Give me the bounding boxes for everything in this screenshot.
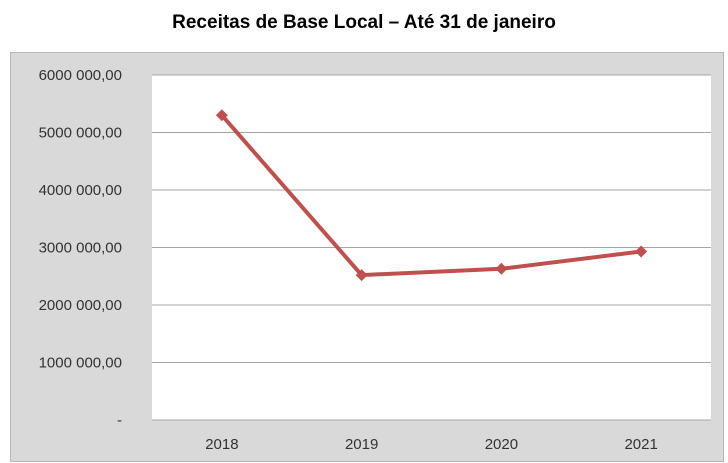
y-tick-label: 1000 000,00 (39, 355, 122, 372)
series-line (219, 113, 644, 278)
x-tick-label: 2019 (345, 436, 378, 453)
x-tick-label: 2018 (205, 436, 238, 453)
x-tick-label: 2021 (624, 436, 657, 453)
y-tick-label: 2000 000,00 (39, 297, 122, 314)
chart-title: Receitas de Base Local – Até 31 de janei… (172, 12, 556, 33)
x-tick-label: 2020 (485, 436, 518, 453)
data-point (355, 269, 368, 282)
y-tick-label: 6000 000,00 (39, 67, 122, 84)
y-tick-label: - (117, 412, 122, 429)
y-tick-label: 3000 000,00 (39, 240, 122, 257)
data-point (495, 262, 508, 275)
y-tick-label: 4000 000,00 (39, 182, 122, 199)
data-point (215, 109, 228, 122)
data-point (635, 245, 648, 258)
y-tick-label: 5000 000,00 (39, 125, 122, 142)
